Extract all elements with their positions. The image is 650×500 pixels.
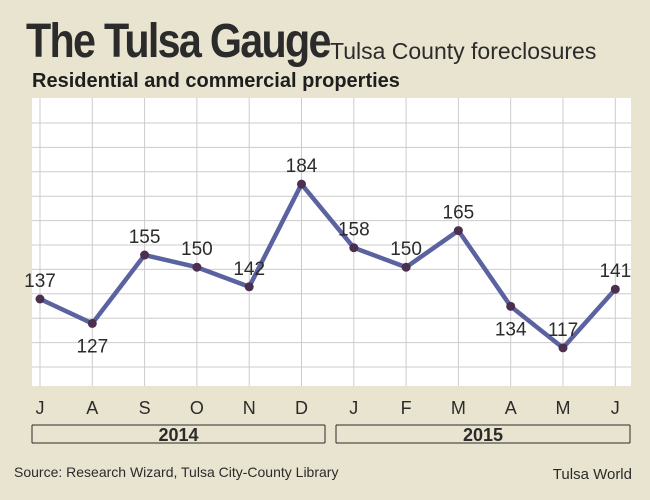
- data-point: [140, 250, 150, 260]
- x-tick-label: F: [401, 398, 412, 418]
- data-label: 142: [233, 259, 265, 280]
- x-tick-label: M: [451, 398, 466, 418]
- data-point: [87, 318, 97, 328]
- data-point: [558, 343, 568, 353]
- x-tick-label: A: [86, 398, 98, 418]
- year-label: 2015: [463, 425, 503, 445]
- publisher-credit: Tulsa World: [552, 466, 632, 483]
- data-point: [349, 243, 359, 253]
- x-tick-label: J: [36, 398, 45, 418]
- series-line: [37, 181, 618, 351]
- chart-subhead: Residential and commercial properties: [32, 70, 400, 92]
- data-point: [297, 179, 306, 189]
- chart-subtitle: Tulsa County foreclosures: [330, 38, 597, 64]
- x-tick-label: N: [243, 398, 256, 418]
- series-line-group: [37, 181, 618, 351]
- data-label: 165: [443, 203, 475, 224]
- data-label: 155: [129, 227, 161, 248]
- data-point: [192, 262, 202, 272]
- x-tick-label: S: [139, 398, 151, 418]
- data-point: [506, 301, 516, 311]
- data-point: [401, 262, 411, 272]
- data-label: 150: [181, 239, 213, 260]
- x-tick-label: J: [349, 398, 358, 418]
- year-brackets: 2014 2015: [31, 424, 631, 445]
- x-tick-label: J: [611, 398, 620, 418]
- grid-lines: [32, 98, 631, 386]
- data-label: 134: [495, 319, 527, 340]
- chart-title: The Tulsa Gauge: [26, 15, 331, 68]
- data-point: [244, 282, 254, 292]
- data-label: 117: [548, 320, 578, 341]
- data-point: [453, 226, 463, 236]
- x-tick-label: M: [556, 398, 571, 418]
- x-tick-label: D: [295, 398, 308, 418]
- data-label: 127: [76, 336, 108, 357]
- x-tick-label: A: [505, 398, 517, 418]
- chart-header: The Tulsa Gauge: [26, 14, 379, 69]
- data-label: 158: [338, 220, 370, 241]
- x-tick-label: O: [190, 398, 204, 418]
- data-label: 137: [24, 271, 56, 292]
- data-labels: 137 127 155 150 142 184 158 150 165 134 117 141: [24, 156, 631, 357]
- source-note: Source: Research Wizard, Tulsa City-Coun…: [14, 464, 339, 480]
- plot-area: [32, 98, 631, 386]
- data-point: [35, 294, 45, 304]
- data-label: 141: [599, 261, 631, 282]
- data-label: 184: [286, 156, 318, 177]
- year-label: 2014: [158, 425, 198, 445]
- data-points: [35, 179, 620, 353]
- data-label: 150: [390, 239, 422, 260]
- data-point: [610, 284, 620, 294]
